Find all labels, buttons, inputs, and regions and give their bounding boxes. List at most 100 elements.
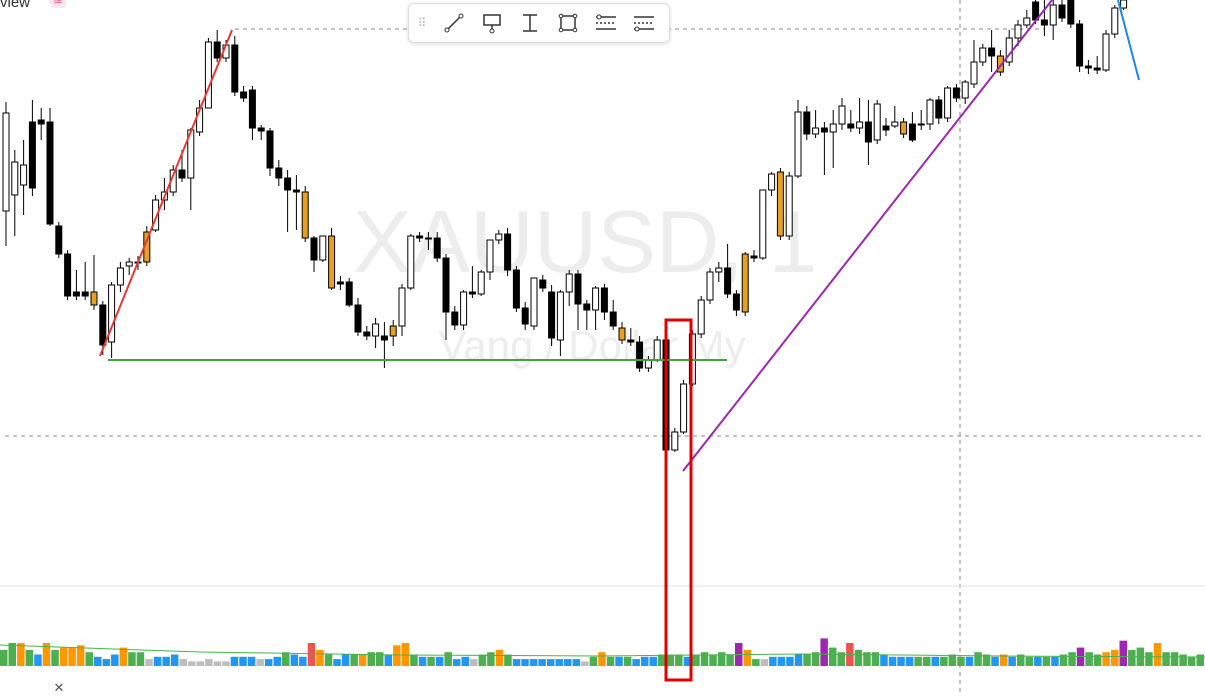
candle-body — [548, 291, 556, 339]
candle — [856, 98, 864, 134]
purple-trend-line[interactable] — [682, 0, 1053, 472]
candle — [732, 290, 740, 316]
candle — [970, 40, 978, 88]
candle-body — [28, 121, 36, 189]
candle — [829, 110, 837, 168]
volume-bar — [555, 659, 563, 666]
candle — [961, 80, 969, 104]
candle — [204, 38, 212, 109]
volume-bar — [777, 656, 786, 666]
candle-body — [926, 99, 934, 125]
candle — [433, 232, 441, 262]
candle-body — [838, 105, 846, 125]
volume-bar — [1093, 654, 1102, 666]
candle — [116, 262, 124, 292]
candle-body — [706, 271, 714, 301]
candle — [715, 262, 723, 282]
candle — [785, 172, 793, 240]
rectangle-tool[interactable] — [549, 4, 587, 42]
waves-icon[interactable]: ≈ — [50, 0, 67, 8]
candle — [187, 128, 195, 210]
candle-body — [1093, 67, 1101, 71]
volume-bar — [649, 656, 657, 666]
candle — [996, 50, 1004, 76]
volume-bar — [170, 654, 179, 666]
candle-body — [468, 291, 476, 295]
volume-bar — [589, 656, 598, 666]
volume-bar — [700, 652, 709, 666]
candle-body — [72, 291, 80, 297]
long-position-tool[interactable] — [587, 4, 625, 42]
volume-bar — [495, 649, 504, 666]
candle — [354, 298, 362, 336]
candle — [2, 102, 10, 246]
short-position-icon — [634, 16, 654, 32]
price-label-tool[interactable] — [473, 4, 511, 42]
candle — [55, 222, 63, 258]
volume-bar — [350, 654, 358, 666]
candle-body — [152, 199, 160, 231]
candle-body — [794, 111, 802, 177]
candle — [468, 266, 476, 298]
volume-bar — [863, 652, 871, 666]
candle — [81, 262, 89, 300]
volume-bar — [444, 652, 452, 666]
volume-bar — [743, 649, 751, 666]
candle-body — [55, 225, 63, 255]
volume-bar — [752, 659, 760, 666]
blue-trend-line[interactable] — [1117, 0, 1140, 81]
volume-bar — [811, 652, 820, 666]
candle-body — [750, 255, 758, 259]
candle-body — [697, 299, 705, 335]
candle — [618, 322, 626, 344]
volume-bar — [1153, 643, 1162, 666]
volume-bar — [34, 654, 42, 666]
candle-body — [204, 41, 212, 109]
candle — [363, 326, 371, 340]
candle — [451, 306, 459, 330]
close-icon[interactable]: ✕ — [53, 681, 65, 696]
candle-body — [416, 235, 424, 239]
volume-bar — [564, 659, 572, 666]
volume-bar — [299, 656, 307, 666]
candle-body — [1120, 0, 1128, 9]
candle — [671, 428, 679, 452]
candle-body — [820, 127, 828, 133]
red-trend-line[interactable] — [99, 29, 233, 357]
candle-body — [961, 81, 969, 99]
candle-body — [1067, 0, 1075, 25]
candle — [407, 234, 415, 290]
candle-body — [37, 119, 45, 125]
candle — [1120, 0, 1128, 10]
long-position-icon — [596, 14, 616, 30]
short-position-tool[interactable] — [625, 4, 663, 42]
candle — [1102, 30, 1110, 72]
candles-group — [2, 0, 1128, 452]
volume-bar — [547, 659, 555, 666]
volume-bar — [769, 656, 777, 666]
candle-body — [627, 339, 635, 343]
candle — [592, 286, 600, 330]
volume-bar — [367, 652, 375, 666]
candle — [583, 300, 591, 330]
candle — [706, 268, 714, 304]
candle — [741, 252, 749, 316]
candle-body — [310, 237, 318, 261]
volume-bar — [1162, 652, 1170, 666]
red-highlight-rectangle[interactable] — [664, 318, 693, 682]
volume-bar — [1068, 652, 1076, 666]
candle-body — [99, 304, 107, 346]
volume-bar — [0, 649, 8, 666]
price-range-tool[interactable] — [511, 4, 549, 42]
volume-bar — [726, 654, 734, 666]
volume-bar — [179, 659, 187, 666]
candle — [891, 106, 899, 128]
trend-line-tool[interactable] — [435, 4, 473, 42]
drag-handle-icon[interactable]: ⠿ — [417, 16, 427, 30]
volume-bar — [358, 654, 367, 666]
candle — [319, 235, 327, 262]
candle-body — [847, 123, 855, 129]
volume-bar — [376, 652, 384, 666]
volume-bar — [213, 661, 222, 666]
